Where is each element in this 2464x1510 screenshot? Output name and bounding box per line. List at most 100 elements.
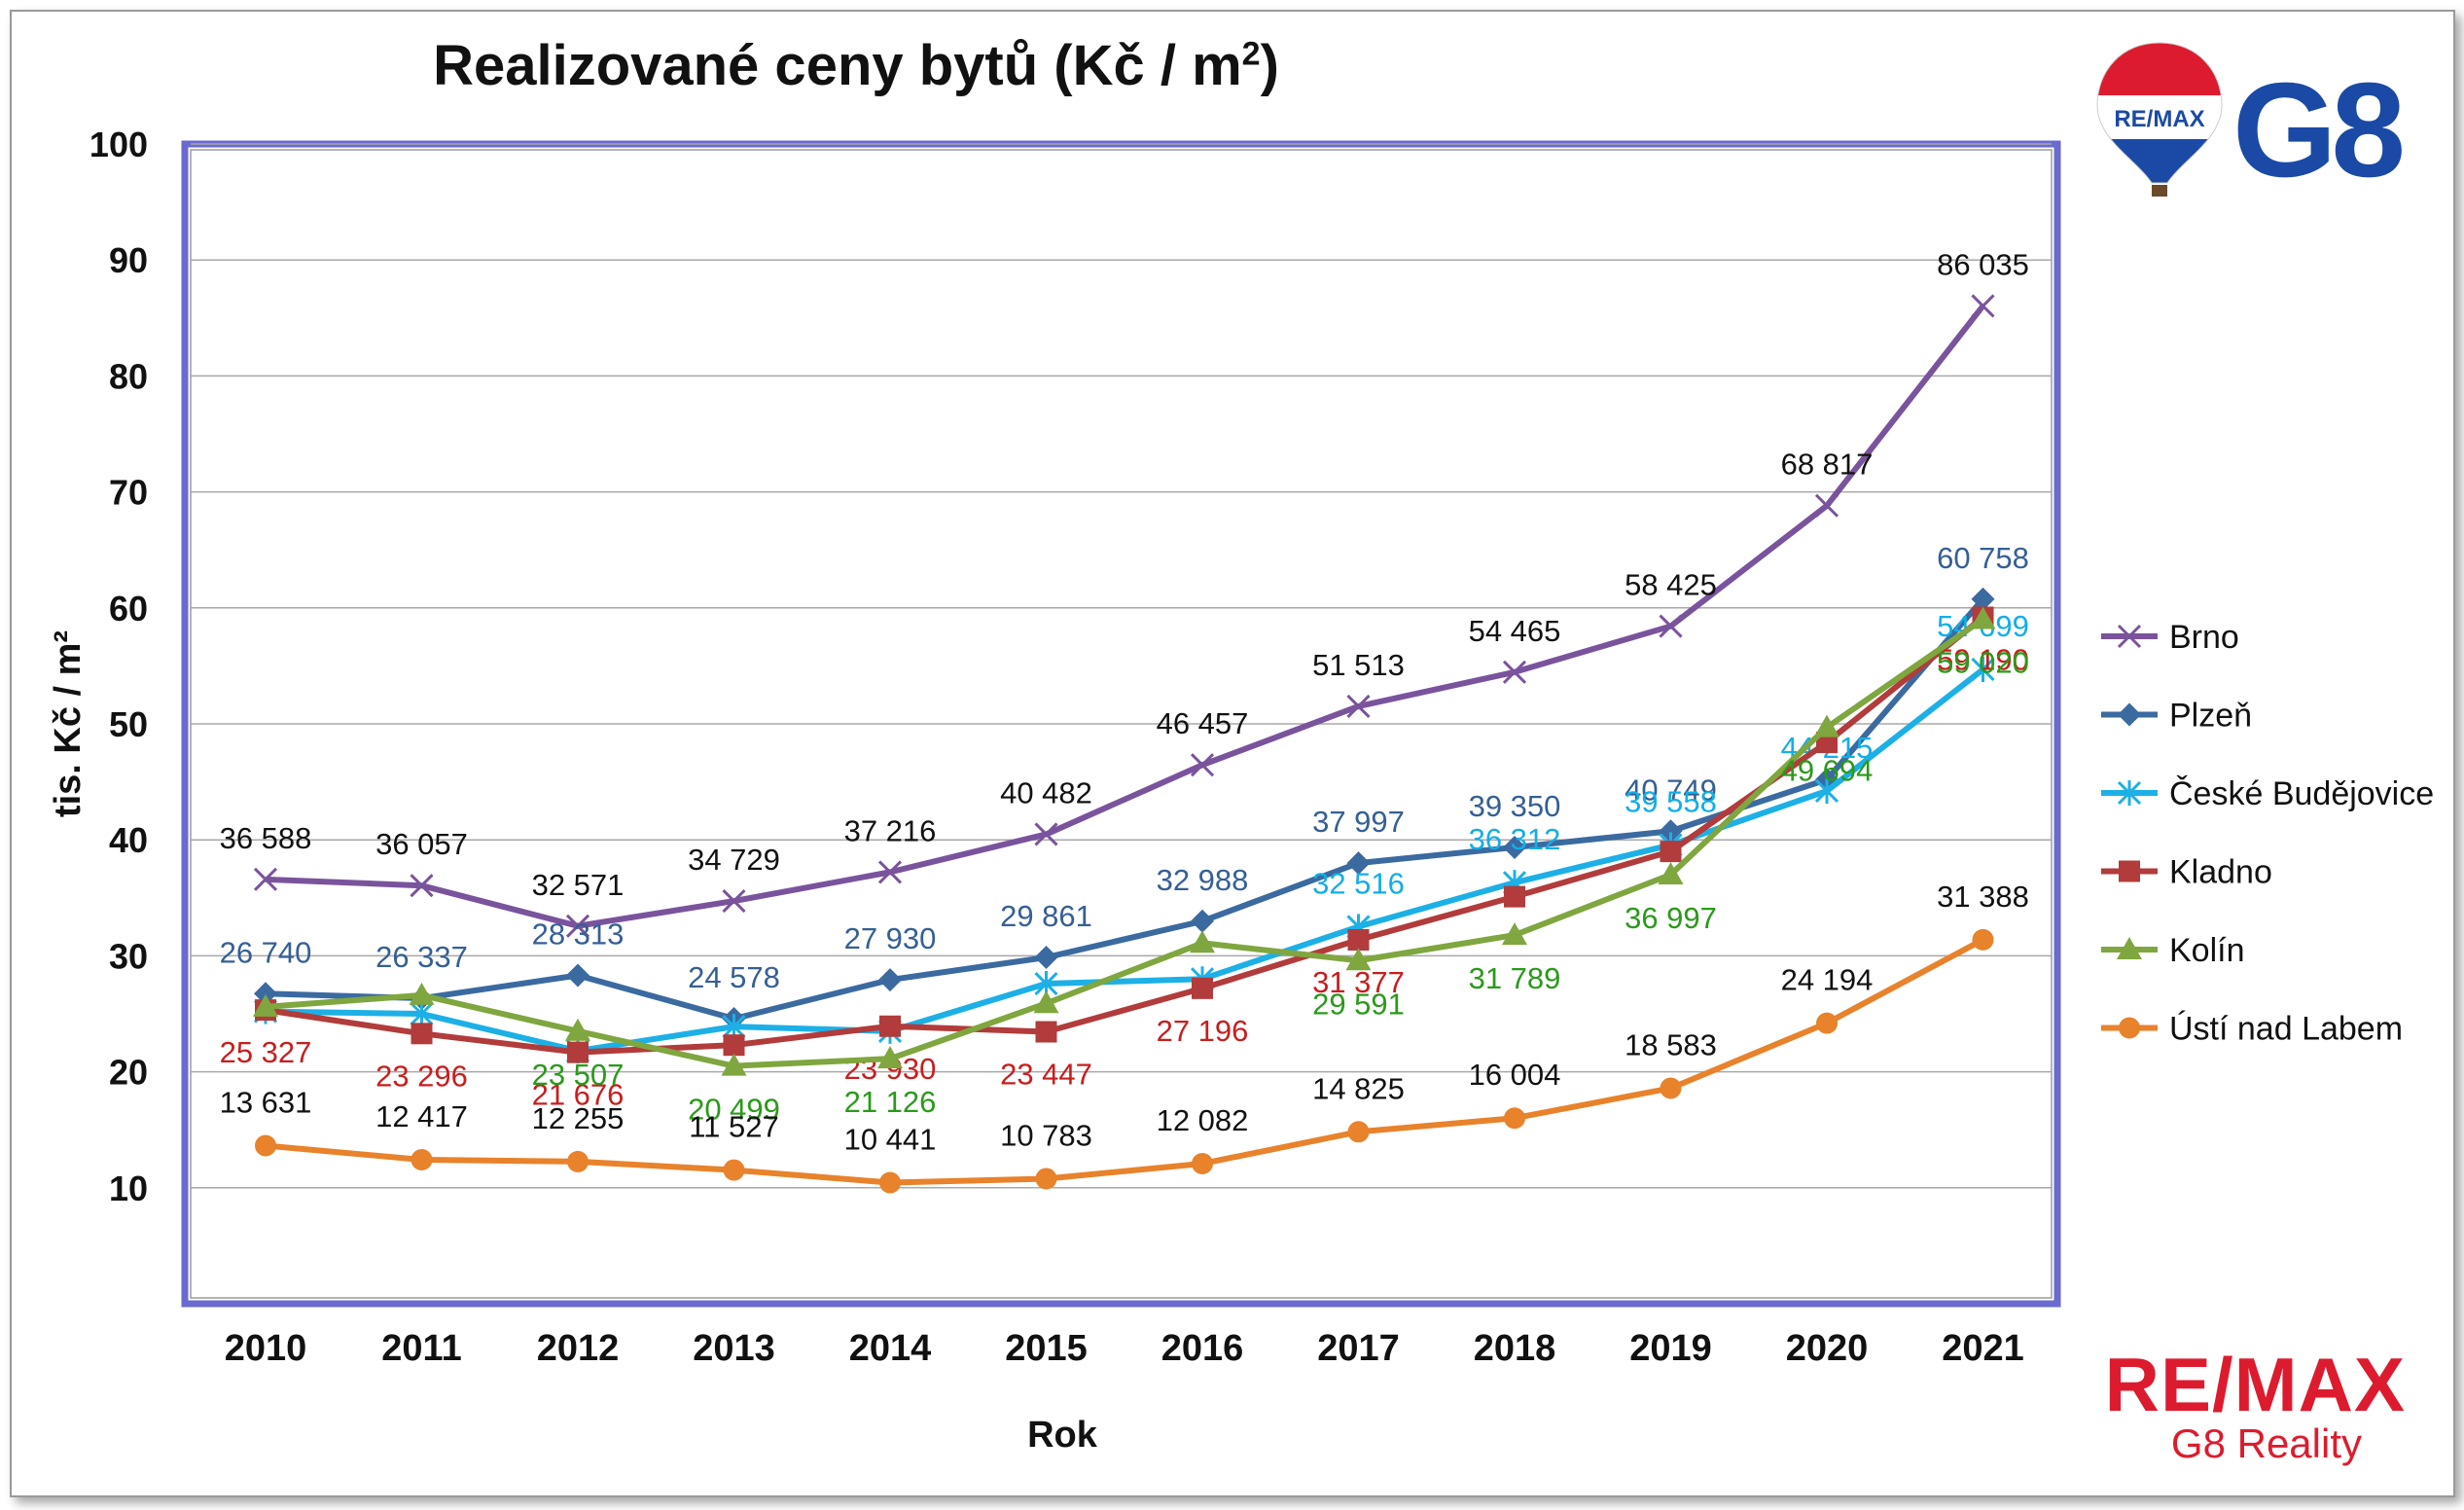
legend-marker (2119, 860, 2140, 882)
data-label: 46 457 (1157, 706, 1249, 740)
data-label: 12 417 (375, 1099, 468, 1133)
data-label: 26 740 (220, 935, 312, 969)
x-tick-label: 2018 (1474, 1328, 1556, 1369)
x-tick-label: 2012 (537, 1328, 620, 1369)
data-point (1659, 614, 1683, 638)
data-point (411, 1023, 433, 1045)
data-point (1970, 606, 1996, 629)
data-point (1814, 777, 1839, 804)
x-tick-label: 2015 (1005, 1328, 1088, 1369)
data-point (410, 874, 434, 898)
data-point (567, 1041, 589, 1063)
data-point (1035, 1021, 1057, 1043)
x-tick-label: 2016 (1161, 1328, 1244, 1369)
x-tick-label: 2010 (225, 1328, 307, 1369)
data-label: 58 425 (1625, 568, 1717, 602)
data-point (878, 968, 902, 992)
data-label: 39 558 (1625, 784, 1717, 818)
data-label: 32 988 (1157, 863, 1249, 897)
data-point (1033, 990, 1059, 1014)
series-line (265, 615, 1985, 1056)
data-label: 37 216 (844, 813, 937, 847)
data-point (1814, 714, 1839, 737)
data-label: 39 350 (1469, 789, 1561, 823)
x-tick-label: 2011 (381, 1328, 461, 1369)
data-label: 23 447 (1000, 1058, 1092, 1092)
data-label: 36 997 (1625, 901, 1717, 935)
data-point (1191, 909, 1214, 933)
data-label: 27 930 (844, 921, 937, 955)
data-point (1034, 946, 1058, 970)
data-label: 12 082 (1157, 1103, 1249, 1137)
data-label: 18 583 (1625, 1027, 1717, 1061)
data-label: 21 126 (844, 1085, 937, 1119)
data-point (253, 993, 278, 1017)
data-point (1502, 922, 1527, 946)
data-point (1192, 977, 1213, 999)
data-point (1034, 822, 1058, 846)
y-tick-label: 40 (109, 820, 148, 860)
data-label: 31 388 (1937, 880, 2029, 914)
data-point (567, 1150, 589, 1172)
series-line (265, 937, 1984, 1186)
legend-label: Plzeň (2169, 698, 2252, 735)
data-label: 20 499 (688, 1093, 780, 1127)
data-label: 25 327 (220, 1035, 312, 1069)
chart-title: Realizované ceny bytů (Kč / m2) (433, 34, 1279, 97)
data-label: 24 194 (1781, 963, 1874, 997)
remax-brand-subtitle: G8 Reality (2170, 1420, 2362, 1466)
data-label: 29 591 (1312, 987, 1405, 1021)
g8-logo: G8 (2232, 55, 2406, 205)
data-point (410, 1001, 434, 1026)
x-tick-label: 2013 (693, 1328, 775, 1369)
data-point (722, 888, 746, 914)
legend-marker (2117, 624, 2142, 649)
data-label: 49 694 (1781, 754, 1874, 788)
data-point (1816, 1012, 1838, 1034)
legend-label: Kolín (2169, 932, 2245, 969)
data-label: 36 057 (375, 827, 468, 861)
data-point (1660, 1077, 1682, 1099)
y-tick-label: 90 (109, 240, 148, 280)
remax-brand-name: RE/MAX (2104, 1342, 2406, 1427)
data-point (723, 1034, 745, 1057)
y-tick-label: 10 (109, 1168, 148, 1208)
data-point (1971, 294, 1995, 318)
data-label: 10 441 (844, 1123, 937, 1157)
y-axis-title: tis. Kč / m² (48, 630, 89, 817)
data-point (1972, 928, 1994, 951)
data-point (877, 1046, 903, 1069)
data-label: 51 513 (1312, 648, 1405, 682)
data-label: 26 337 (375, 940, 468, 974)
legend-label: České Budějovice (2169, 775, 2434, 812)
data-label: 32 571 (532, 868, 625, 902)
data-point (1971, 656, 1995, 682)
data-label: 60 758 (1937, 541, 2029, 575)
series-4: 23 507 20 499 21 126 29 591 31 789 36 997 49 6… (253, 606, 2029, 1127)
y-tick-label: 60 (109, 589, 148, 629)
data-label: 21 676 (532, 1078, 625, 1112)
data-label: 16 004 (1469, 1058, 1561, 1092)
data-label: 23 296 (375, 1059, 468, 1093)
series-5: 13 631 12 417 12 255 11 527 10 441 10 783 12 0… (220, 880, 2029, 1194)
data-label: 40 749 (1625, 773, 1717, 807)
series-line (265, 617, 1985, 1069)
y-tick-label: 80 (109, 356, 148, 396)
data-point (723, 1159, 745, 1181)
x-tick-label: 2020 (1786, 1328, 1869, 1369)
data-label: 29 861 (1000, 899, 1092, 933)
legend-marker (2117, 780, 2142, 806)
data-point (253, 867, 278, 891)
x-tick-label: 2017 (1317, 1328, 1400, 1369)
data-label: 28 313 (532, 917, 625, 952)
y-tick-label: 50 (109, 704, 148, 744)
data-point (1502, 660, 1527, 684)
data-label: 59 020 (1937, 645, 2029, 679)
data-point (1660, 841, 1682, 863)
data-point (1504, 1107, 1525, 1130)
x-axis-title: Rok (1027, 1415, 1098, 1456)
data-label: 37 997 (1312, 805, 1405, 839)
data-label: 31 377 (1312, 965, 1405, 999)
data-label: 32 516 (1312, 866, 1405, 900)
